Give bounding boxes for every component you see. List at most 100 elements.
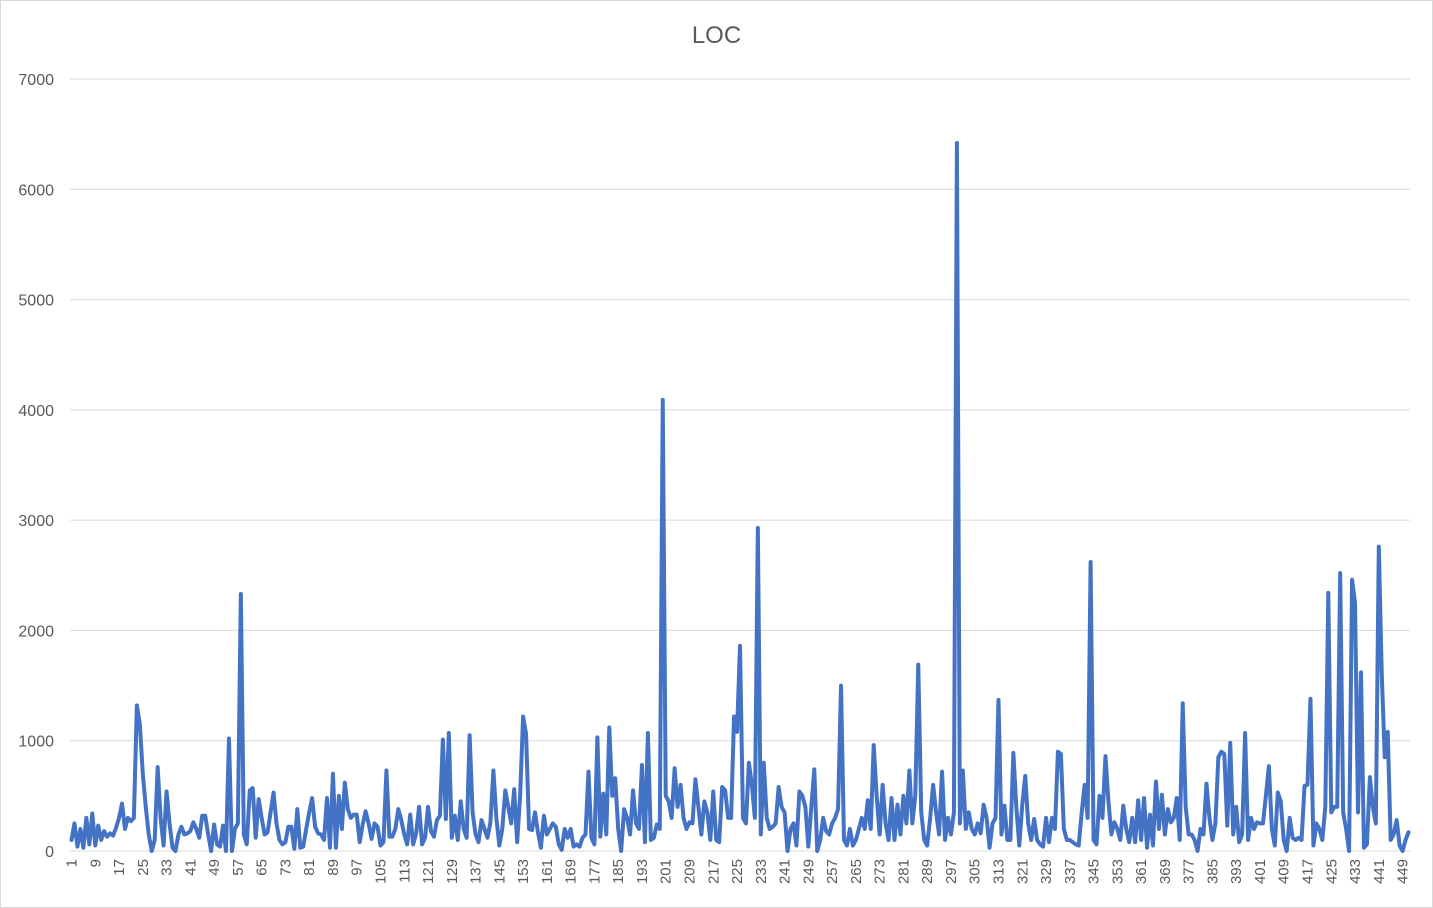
data-point — [1390, 839, 1392, 841]
data-point — [1220, 751, 1222, 753]
data-point — [296, 808, 298, 810]
data-point — [843, 839, 845, 841]
data-point — [686, 828, 688, 830]
data-point — [1277, 792, 1279, 794]
data-point — [1101, 817, 1103, 819]
x-tick-label: 57 — [230, 859, 247, 876]
data-point — [801, 795, 803, 797]
data-point — [73, 822, 75, 824]
series-line — [69, 140, 1411, 853]
data-point — [1042, 846, 1044, 848]
data-point — [151, 850, 153, 852]
gridlines — [70, 78, 1410, 852]
data-point — [920, 811, 922, 813]
chart-title: LOC — [691, 22, 742, 49]
data-point — [730, 817, 732, 819]
data-point — [721, 786, 723, 788]
data-point — [632, 789, 634, 791]
x-tick-label: 33 — [159, 859, 176, 876]
data-point — [424, 837, 426, 839]
data-point — [460, 800, 462, 802]
data-point — [1286, 850, 1288, 852]
data-point — [656, 824, 658, 826]
data-point — [148, 833, 150, 835]
data-point — [439, 815, 441, 817]
data-point — [326, 797, 328, 799]
data-point — [1146, 847, 1148, 849]
data-point — [745, 822, 747, 824]
x-tick-label: 241 — [777, 859, 794, 884]
data-point — [350, 817, 352, 819]
data-point — [1140, 839, 1142, 841]
data-point — [329, 847, 331, 849]
data-point — [454, 815, 456, 817]
data-point — [1301, 839, 1303, 841]
data-point — [587, 771, 589, 773]
data-point — [249, 789, 251, 791]
data-point — [810, 806, 812, 808]
x-tick-label: 129 — [444, 859, 461, 884]
data-point — [183, 833, 185, 835]
x-tick-label: 433 — [1347, 859, 1364, 884]
data-point — [412, 843, 414, 845]
data-point — [201, 815, 203, 817]
y-tick-label: 6000 — [18, 182, 54, 199]
data-point — [1333, 806, 1335, 808]
data-point — [1027, 822, 1029, 824]
data-point — [219, 846, 221, 848]
data-point — [1399, 844, 1401, 846]
data-point — [421, 843, 423, 845]
data-point — [555, 826, 557, 828]
data-point — [1003, 805, 1005, 807]
data-point — [1309, 698, 1311, 700]
series-layer — [69, 140, 1411, 853]
data-point — [1366, 843, 1368, 845]
data-point — [1214, 822, 1216, 824]
data-point — [448, 732, 450, 734]
data-point — [772, 826, 774, 828]
data-point — [1244, 732, 1246, 734]
y-tick-label: 4000 — [18, 403, 54, 420]
x-tick-label: 89 — [325, 859, 342, 876]
data-point — [335, 847, 337, 849]
data-point — [1021, 804, 1023, 806]
data-point — [379, 844, 381, 846]
data-point — [997, 699, 999, 701]
data-point — [139, 723, 141, 725]
data-point — [763, 762, 765, 764]
data-point — [231, 850, 233, 852]
data-point — [489, 821, 491, 823]
data-point — [1152, 844, 1154, 846]
data-point — [186, 832, 188, 834]
data-point — [216, 843, 218, 845]
x-tick-label: 265 — [848, 859, 865, 884]
data-point — [715, 839, 717, 841]
data-point — [1051, 817, 1053, 819]
data-point — [145, 806, 147, 808]
data-point — [760, 833, 762, 835]
data-point — [492, 769, 494, 771]
data-point — [1241, 833, 1243, 835]
data-point — [314, 826, 316, 828]
y-tick-label: 3000 — [18, 513, 54, 530]
data-point — [388, 836, 390, 838]
data-point — [968, 811, 970, 813]
data-point — [1185, 806, 1187, 808]
data-point — [567, 837, 569, 839]
data-point — [433, 836, 435, 838]
data-point — [1315, 822, 1317, 824]
data-point — [261, 817, 263, 819]
data-point — [822, 817, 824, 819]
x-tick-label: 137 — [468, 859, 485, 884]
data-point — [391, 836, 393, 838]
data-point — [169, 822, 171, 824]
data-point — [647, 732, 649, 734]
data-point — [674, 767, 676, 769]
data-point — [1182, 702, 1184, 704]
data-point — [683, 817, 685, 819]
data-point — [1125, 828, 1127, 830]
data-point — [1318, 828, 1320, 830]
x-tick-label: 313 — [990, 859, 1007, 884]
data-point — [980, 832, 982, 834]
x-tick-label: 337 — [1062, 859, 1079, 884]
